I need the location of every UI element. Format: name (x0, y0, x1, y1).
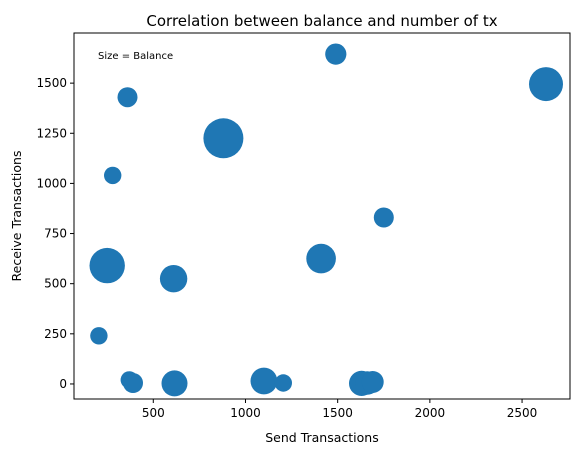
x-axis-ticks: 500 1000 1500 2000 2500 (142, 399, 537, 420)
x-tick-label: 2500 (507, 406, 538, 420)
data-point-12 (123, 373, 143, 393)
chart-title: Correlation between balance and number o… (146, 12, 497, 30)
y-tick-label: 1500 (36, 76, 67, 90)
data-point-9 (159, 265, 188, 293)
data-point-2 (529, 67, 563, 102)
size-annotation: Size = Balance (98, 51, 173, 62)
data-point-7 (306, 243, 336, 274)
data-point-10 (90, 327, 108, 345)
y-tick-label: 0 (59, 377, 67, 391)
y-tick-label: 250 (44, 327, 67, 341)
data-point-15 (274, 374, 292, 392)
data-point-4 (203, 118, 244, 159)
y-tick-label: 1250 (36, 126, 67, 140)
data-point-3 (117, 87, 138, 108)
x-tick-label: 2000 (415, 406, 446, 420)
plot-frame (73, 32, 571, 400)
y-tick-label: 500 (44, 277, 67, 291)
data-point-13 (161, 370, 188, 397)
data-point-18 (361, 371, 384, 393)
y-tick-label: 750 (44, 227, 67, 241)
data-point-8 (89, 247, 125, 284)
x-tick-label: 500 (142, 406, 165, 420)
x-tick-label: 1000 (230, 406, 261, 420)
data-point-5 (104, 166, 122, 185)
data-points (89, 43, 563, 397)
data-point-1 (325, 43, 347, 65)
x-axis-label: Send Transactions (265, 430, 378, 445)
y-tick-label: 1000 (36, 176, 67, 190)
data-point-6 (373, 207, 394, 228)
x-tick-label: 1500 (322, 406, 353, 420)
y-axis-ticks: 0 250 500 750 1000 1250 1500 (36, 76, 74, 391)
data-point-14 (250, 367, 278, 395)
y-axis-label: Receive Transactions (9, 151, 24, 282)
